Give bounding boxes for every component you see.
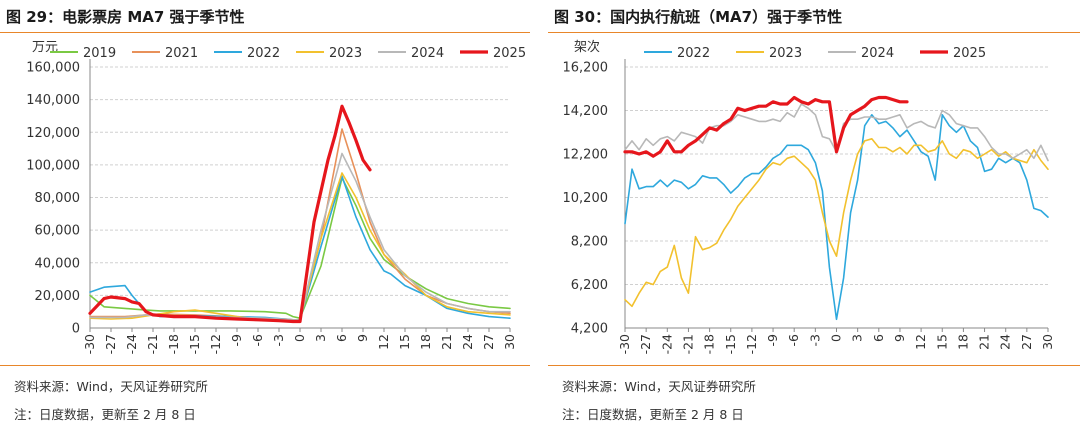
y-tick-label: 14,200 xyxy=(563,104,609,119)
x-tick-label: -24 xyxy=(124,334,139,354)
x-tick-label: 12 xyxy=(913,334,928,350)
x-tick-label: -30 xyxy=(82,334,97,354)
x-tick-label: -6 xyxy=(786,334,801,347)
chart-box-office-ma7: 0 20,000 40,000 60,000 80,000 100,000 120,000 1… xyxy=(26,40,526,354)
y-tick-label: 0 xyxy=(72,322,80,337)
x-tick-label: 15 xyxy=(397,334,412,350)
x-tick-label: 0 xyxy=(829,334,844,342)
x-tick-label: -6 xyxy=(250,334,265,347)
y-tick-label: 6,200 xyxy=(571,278,608,293)
legend-label-2024: 2024 xyxy=(411,46,444,61)
x-tick-label: 30 xyxy=(1040,334,1055,350)
series-line-2023 xyxy=(89,172,511,321)
x-tick-label: -24 xyxy=(659,334,674,354)
x-tick-label: 27 xyxy=(1019,334,1034,350)
footer-divider xyxy=(548,365,1080,366)
x-tick-label: 3 xyxy=(850,334,865,342)
x-tick-label: 12 xyxy=(376,334,391,350)
x-tick-label: -27 xyxy=(103,334,118,354)
x-tick-label: -9 xyxy=(765,334,780,347)
x-tick-label: -15 xyxy=(187,334,202,354)
x-tick-label: 9 xyxy=(355,334,370,342)
legend-label-2024: 2024 xyxy=(861,46,894,61)
x-tick-label: -27 xyxy=(638,334,653,354)
x-tick-label: 27 xyxy=(481,334,496,350)
x-tick-label: -21 xyxy=(145,334,160,354)
x-tick-label: -30 xyxy=(617,334,632,354)
unit-label: 架次 xyxy=(574,39,600,55)
y-tick-label: 8,200 xyxy=(571,235,608,250)
y-tick-label: 12,200 xyxy=(563,148,609,163)
x-tick-label: -15 xyxy=(723,334,738,354)
x-tick-label: 18 xyxy=(955,334,970,350)
x-tick-label: 9 xyxy=(892,334,907,342)
title-divider xyxy=(548,32,1080,33)
y-tick-label: 16,200 xyxy=(563,61,609,76)
series-line-2025 xyxy=(623,95,909,158)
x-tick-label: -3 xyxy=(271,334,286,346)
footnote: 注：日度数据，更新至 2 月 8 日 xyxy=(562,407,744,422)
y-tick-label: 100,000 xyxy=(26,158,80,173)
footer-divider xyxy=(0,365,530,366)
x-tick-label: -9 xyxy=(229,334,244,347)
footnote: 注：日度数据，更新至 2 月 8 日 xyxy=(14,407,196,422)
chart-title: 图 29：电影票房 MA7 强于季节性 xyxy=(6,8,245,26)
series-line-2019 xyxy=(89,177,511,319)
legend-label-2021: 2021 xyxy=(165,46,198,61)
x-tick-label: -12 xyxy=(744,334,759,354)
y-tick-label: 40,000 xyxy=(35,256,81,271)
x-tick-label: -12 xyxy=(208,334,223,354)
series-line-2025 xyxy=(88,104,372,324)
x-tick-label: 21 xyxy=(439,334,454,350)
x-tick-label: 21 xyxy=(977,334,992,350)
panel-flights: 图 30：国内执行航班（MA7）强于季节性 4,200 6,200 8,200 10,… xyxy=(548,0,1080,432)
x-tick-label: 18 xyxy=(418,334,433,350)
x-tick-label: -18 xyxy=(166,334,181,354)
x-tick-label: 24 xyxy=(460,334,475,350)
x-tick-label: 0 xyxy=(292,334,307,342)
legend-label-2022: 2022 xyxy=(247,46,280,61)
legend-label-2025: 2025 xyxy=(953,46,986,61)
panel-box-office: 图 29：电影票房 MA7 强于季节性 0 20,000 40,000 60,000 8… xyxy=(0,0,530,432)
series-line-2023 xyxy=(624,138,1049,308)
y-tick-label: 4,200 xyxy=(571,322,608,337)
legend-label-2023: 2023 xyxy=(769,46,802,61)
series-line-2021 xyxy=(89,128,511,321)
y-tick-label: 140,000 xyxy=(26,93,80,108)
x-tick-label: -18 xyxy=(702,334,717,354)
x-tick-label: 15 xyxy=(934,334,949,350)
legend-label-2025: 2025 xyxy=(493,46,526,61)
y-tick-label: 60,000 xyxy=(35,224,81,239)
series-line-2022 xyxy=(624,114,1049,321)
x-tick-label: 3 xyxy=(313,334,328,342)
y-tick-label: 10,200 xyxy=(563,191,609,206)
y-tick-label: 80,000 xyxy=(35,191,81,206)
y-tick-label: 160,000 xyxy=(26,61,80,76)
chart-title: 图 30：国内执行航班（MA7）强于季节性 xyxy=(554,8,843,26)
x-tick-label: 6 xyxy=(334,334,349,342)
legend-label-2022: 2022 xyxy=(677,46,710,61)
legend-label-2019: 2019 xyxy=(83,46,116,61)
x-tick-label: 6 xyxy=(871,334,886,342)
x-tick-label: 24 xyxy=(998,334,1013,350)
title-divider xyxy=(0,32,530,33)
x-tick-label: 30 xyxy=(502,334,517,350)
x-tick-label: -21 xyxy=(680,334,695,354)
legend-label-2023: 2023 xyxy=(329,46,362,61)
y-tick-label: 120,000 xyxy=(26,126,80,141)
x-tick-label: -3 xyxy=(807,334,822,346)
y-tick-label: 20,000 xyxy=(35,289,81,304)
source-note: 资料来源：Wind，天风证券研究所 xyxy=(14,379,208,394)
series-line-2024 xyxy=(89,152,511,321)
source-note: 资料来源：Wind，天风证券研究所 xyxy=(562,379,756,394)
chart-flights-ma7: 4,200 6,200 8,200 10,200 12,200 14,200 16,200 -… xyxy=(563,39,1056,354)
